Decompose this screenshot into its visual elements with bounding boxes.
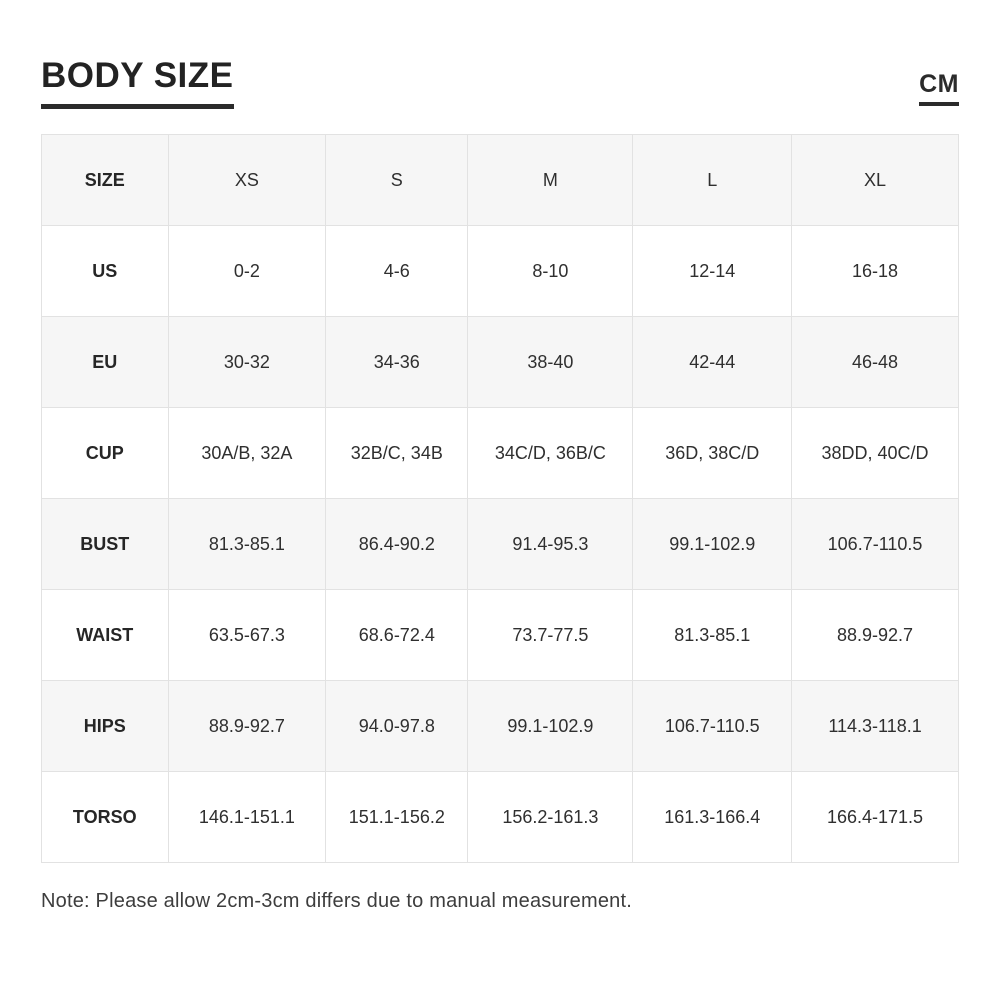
value-cell: 42-44 (632, 316, 793, 408)
value-cell: 146.1-151.1 (167, 771, 327, 863)
value-cell: 34C/D, 36B/C (467, 407, 634, 499)
value-cell: 81.3-85.1 (167, 498, 327, 590)
row-label-hips: HIPS (41, 680, 169, 772)
table-header-row: SIZE XS S M L XL (41, 134, 959, 226)
value-cell: 8-10 (467, 225, 634, 317)
header-cell-xs: XS (167, 134, 327, 226)
value-cell: 12-14 (632, 225, 793, 317)
value-cell: 91.4-95.3 (467, 498, 634, 590)
table-row-torso: TORSO 146.1-151.1 151.1-156.2 156.2-161.… (41, 771, 959, 863)
unit-label: CM (919, 72, 959, 106)
value-cell: 99.1-102.9 (632, 498, 793, 590)
value-cell: 0-2 (167, 225, 327, 317)
row-label-cup: CUP (41, 407, 169, 499)
value-cell: 86.4-90.2 (325, 498, 469, 590)
page-title: BODY SIZE (41, 58, 234, 109)
table-row-eu: EU 30-32 34-36 38-40 42-44 46-48 (41, 316, 959, 408)
value-cell: 30-32 (167, 316, 327, 408)
value-cell: 166.4-171.5 (791, 771, 959, 863)
table-row-hips: HIPS 88.9-92.7 94.0-97.8 99.1-102.9 106.… (41, 680, 959, 772)
value-cell: 36D, 38C/D (632, 407, 793, 499)
row-label-torso: TORSO (41, 771, 169, 863)
value-cell: 16-18 (791, 225, 959, 317)
value-cell: 73.7-77.5 (467, 589, 634, 681)
value-cell: 88.9-92.7 (791, 589, 959, 681)
header-cell-m: M (467, 134, 634, 226)
value-cell: 94.0-97.8 (325, 680, 469, 772)
header-cell-xl: XL (791, 134, 959, 226)
measurement-note: Note: Please allow 2cm-3cm differs due t… (41, 890, 632, 912)
value-cell: 63.5-67.3 (167, 589, 327, 681)
value-cell: 151.1-156.2 (325, 771, 469, 863)
table-row-cup: CUP 30A/B, 32A 32B/C, 34B 34C/D, 36B/C 3… (41, 407, 959, 499)
value-cell: 88.9-92.7 (167, 680, 327, 772)
value-cell: 106.7-110.5 (791, 498, 959, 590)
header-cell-l: L (632, 134, 793, 226)
value-cell: 99.1-102.9 (467, 680, 634, 772)
value-cell: 156.2-161.3 (467, 771, 634, 863)
body-size-table: SIZE XS S M L XL US 0-2 4-6 8-10 12-14 1… (41, 134, 959, 863)
row-label-bust: BUST (41, 498, 169, 590)
value-cell: 4-6 (325, 225, 469, 317)
value-cell: 30A/B, 32A (167, 407, 327, 499)
value-cell: 38-40 (467, 316, 634, 408)
table-row-us: US 0-2 4-6 8-10 12-14 16-18 (41, 225, 959, 317)
header-cell-s: S (325, 134, 469, 226)
table-row-waist: WAIST 63.5-67.3 68.6-72.4 73.7-77.5 81.3… (41, 589, 959, 681)
header-bar: BODY SIZE CM (41, 58, 959, 109)
value-cell: 32B/C, 34B (325, 407, 469, 499)
value-cell: 38DD, 40C/D (791, 407, 959, 499)
value-cell: 114.3-118.1 (791, 680, 959, 772)
value-cell: 161.3-166.4 (632, 771, 793, 863)
table-row-bust: BUST 81.3-85.1 86.4-90.2 91.4-95.3 99.1-… (41, 498, 959, 590)
value-cell: 46-48 (791, 316, 959, 408)
value-cell: 68.6-72.4 (325, 589, 469, 681)
value-cell: 106.7-110.5 (632, 680, 793, 772)
row-label-eu: EU (41, 316, 169, 408)
value-cell: 34-36 (325, 316, 469, 408)
row-label-waist: WAIST (41, 589, 169, 681)
row-label-us: US (41, 225, 169, 317)
value-cell: 81.3-85.1 (632, 589, 793, 681)
header-cell-size: SIZE (41, 134, 169, 226)
